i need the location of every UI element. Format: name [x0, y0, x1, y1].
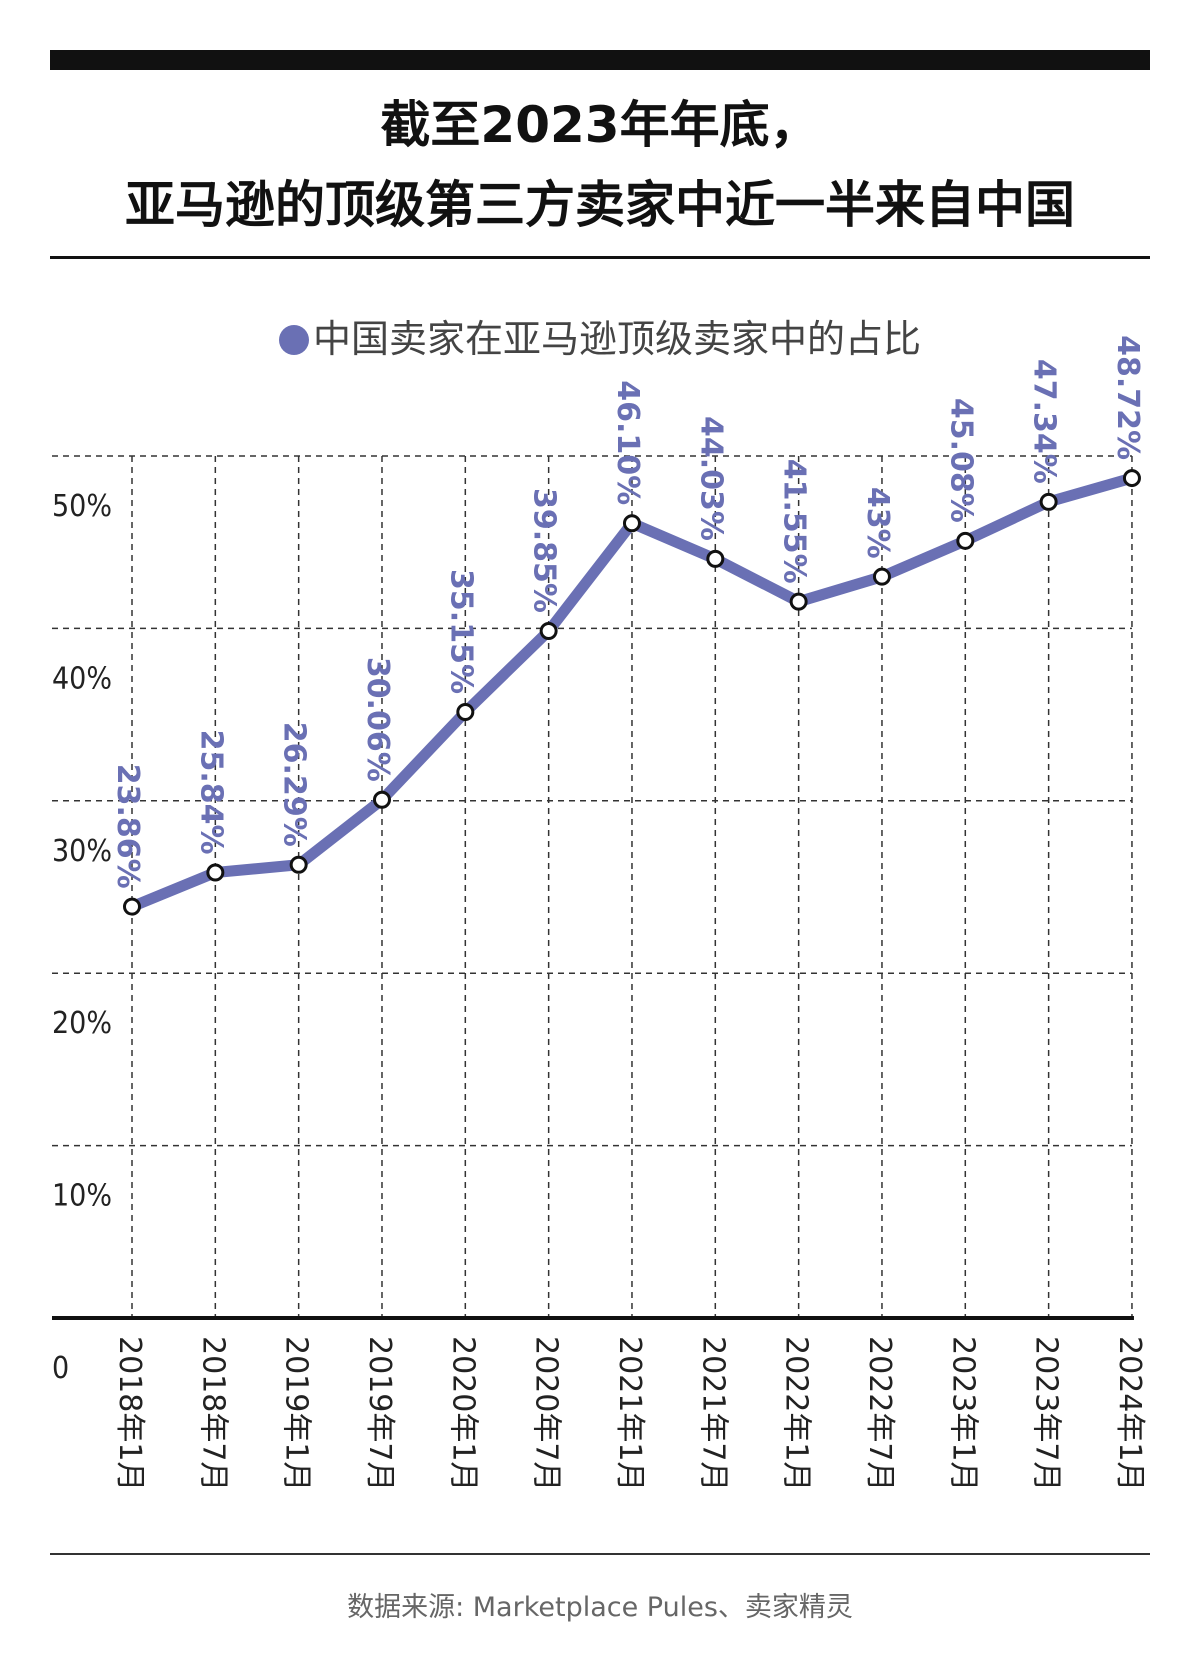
data-point: [289, 855, 308, 874]
data-labels: 23.86% 25.84% 26.29% 30.06% 35.15% 39.85% 46.1…: [110, 335, 1145, 889]
data-point: [539, 621, 558, 640]
x-tick-label: 2020年7月: [529, 1336, 564, 1491]
x-tick-label: 2022年1月: [779, 1336, 814, 1491]
data-point: [872, 567, 891, 586]
data-label: 44.03%: [693, 416, 728, 541]
grid: [52, 455, 1133, 1318]
data-label: 43%: [860, 487, 895, 559]
data-point: [789, 592, 808, 611]
x-tick-label: 2018年1月: [112, 1336, 147, 1491]
x-tick-label: 2023年7月: [1029, 1336, 1064, 1491]
data-point: [206, 863, 225, 882]
data-label: 25.84%: [193, 730, 228, 855]
legend: 中国卖家在亚马逊顶级卖家中的占比: [0, 308, 1200, 363]
x-tick-label: 2024年1月: [1112, 1336, 1147, 1491]
data-label: 46.10%: [610, 380, 645, 505]
data-label: 45.08%: [943, 398, 978, 523]
data-points: [123, 469, 1141, 916]
title-rule: [50, 256, 1150, 259]
y-tick-label: 40%: [52, 661, 112, 696]
x-tick-label: 2020年1月: [445, 1336, 480, 1491]
title-line-2: 亚马逊的顶级第三方卖家中近一半来自中国: [125, 176, 1075, 234]
data-point: [622, 514, 641, 533]
chart-title: 截至2023年年底， 亚马逊的顶级第三方卖家中近一半来自中国: [50, 85, 1150, 245]
x-tick-label: 2021年7月: [695, 1336, 730, 1491]
source-note: 数据来源: Marketplace Pules、卖家精灵: [347, 1592, 853, 1623]
data-point: [456, 703, 475, 722]
data-point: [1039, 492, 1058, 511]
x-tick-label: 2021年1月: [612, 1336, 647, 1491]
data-point: [706, 549, 725, 568]
title-line-1: 截至2023年年底，: [380, 96, 820, 154]
x-tick-label: 2023年1月: [945, 1336, 980, 1491]
data-point: [1122, 469, 1141, 488]
data-label: 48.72%: [1110, 335, 1145, 460]
x-tick-label: 2022年7月: [862, 1336, 897, 1491]
data-label: 26.29%: [277, 722, 312, 847]
data-label: 30.06%: [360, 657, 395, 782]
legend-marker: [278, 325, 309, 355]
data-label: 41.55%: [777, 459, 812, 584]
y-tick-label: 20%: [52, 1006, 112, 1041]
legend-label: 中国卖家在亚马逊顶级卖家中的占比: [312, 317, 921, 361]
data-point: [956, 531, 975, 550]
data-point: [123, 897, 141, 916]
data-label: 23.86%: [110, 764, 145, 889]
data-label: 39.85%: [527, 488, 562, 613]
data-point: [372, 790, 391, 809]
axes: 0 10% 20% 30% 40% 50% 2018年1月 2018年7月 2019年1月 201…: [52, 489, 1147, 1491]
y-tick-label: 30%: [52, 834, 112, 869]
x-tick-label: 2019年1月: [279, 1336, 314, 1491]
y-tick-label: 0: [52, 1351, 69, 1386]
x-tick-label: 2018年7月: [195, 1336, 230, 1491]
bottom-rule: [50, 1553, 1150, 1555]
y-tick-label: 10%: [52, 1179, 112, 1214]
x-tick-label: 2019年7月: [362, 1336, 397, 1491]
top-bar: [50, 50, 1150, 70]
data-label: 35.15%: [443, 569, 478, 694]
y-tick-label: 50%: [52, 489, 112, 524]
data-label: 47.34%: [1027, 359, 1062, 484]
